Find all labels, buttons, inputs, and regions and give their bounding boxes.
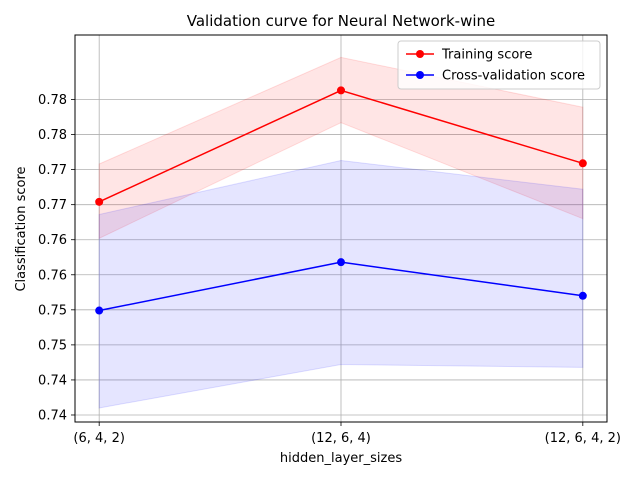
y-tick-label: 0.77: [38, 198, 67, 213]
grid: [75, 35, 607, 422]
y-tick-label: 0.75: [38, 338, 67, 353]
legend: Training score Cross-validation score: [397, 40, 601, 90]
y-tick-label: 0.75: [38, 303, 67, 318]
x-tick-label: (6, 4, 2): [73, 431, 125, 446]
legend-swatch-marker: [416, 71, 424, 79]
x-axis-title: hidden_layer_sizes: [280, 451, 402, 466]
chart-title: Validation curve for Neural Network-wine: [187, 12, 496, 30]
series-band-0: [98, 56, 584, 240]
legend-swatch-marker: [416, 50, 424, 58]
series-points: [95, 86, 587, 315]
series-point-0: [578, 159, 587, 168]
series-point-1: [578, 291, 587, 300]
y-tick-label: 0.76: [38, 268, 67, 283]
series-point-1: [95, 306, 104, 315]
confidence-bands: [98, 56, 584, 409]
x-tick-label: (12, 6, 4, 2): [545, 431, 621, 446]
legend-box: [397, 40, 601, 90]
y-tick-label: 0.78: [38, 128, 67, 143]
y-ticks: 0.74 0.74 0.75 0.75 0.76 0.76 0.77 0.77 0.78 0.78: [38, 93, 75, 423]
series-point-0: [95, 197, 104, 206]
y-tick-label: 0.74: [38, 373, 67, 388]
series-point-0: [337, 86, 345, 95]
series-point-1: [337, 258, 345, 267]
y-tick-label: 0.78: [38, 93, 67, 108]
y-tick-label: 0.74: [38, 408, 67, 423]
x-ticks: (6, 4, 2) (12, 6, 4) (12, 6, 4, 2): [73, 422, 621, 446]
series-band-1: [98, 159, 584, 409]
y-axis-title: Classification score: [14, 166, 29, 291]
x-tick-label: (12, 6, 4): [311, 431, 371, 446]
legend-label: Cross-validation score: [442, 69, 585, 84]
y-tick-label: 0.77: [38, 163, 67, 178]
legend-label: Training score: [441, 48, 532, 63]
y-tick-label: 0.76: [38, 233, 67, 248]
